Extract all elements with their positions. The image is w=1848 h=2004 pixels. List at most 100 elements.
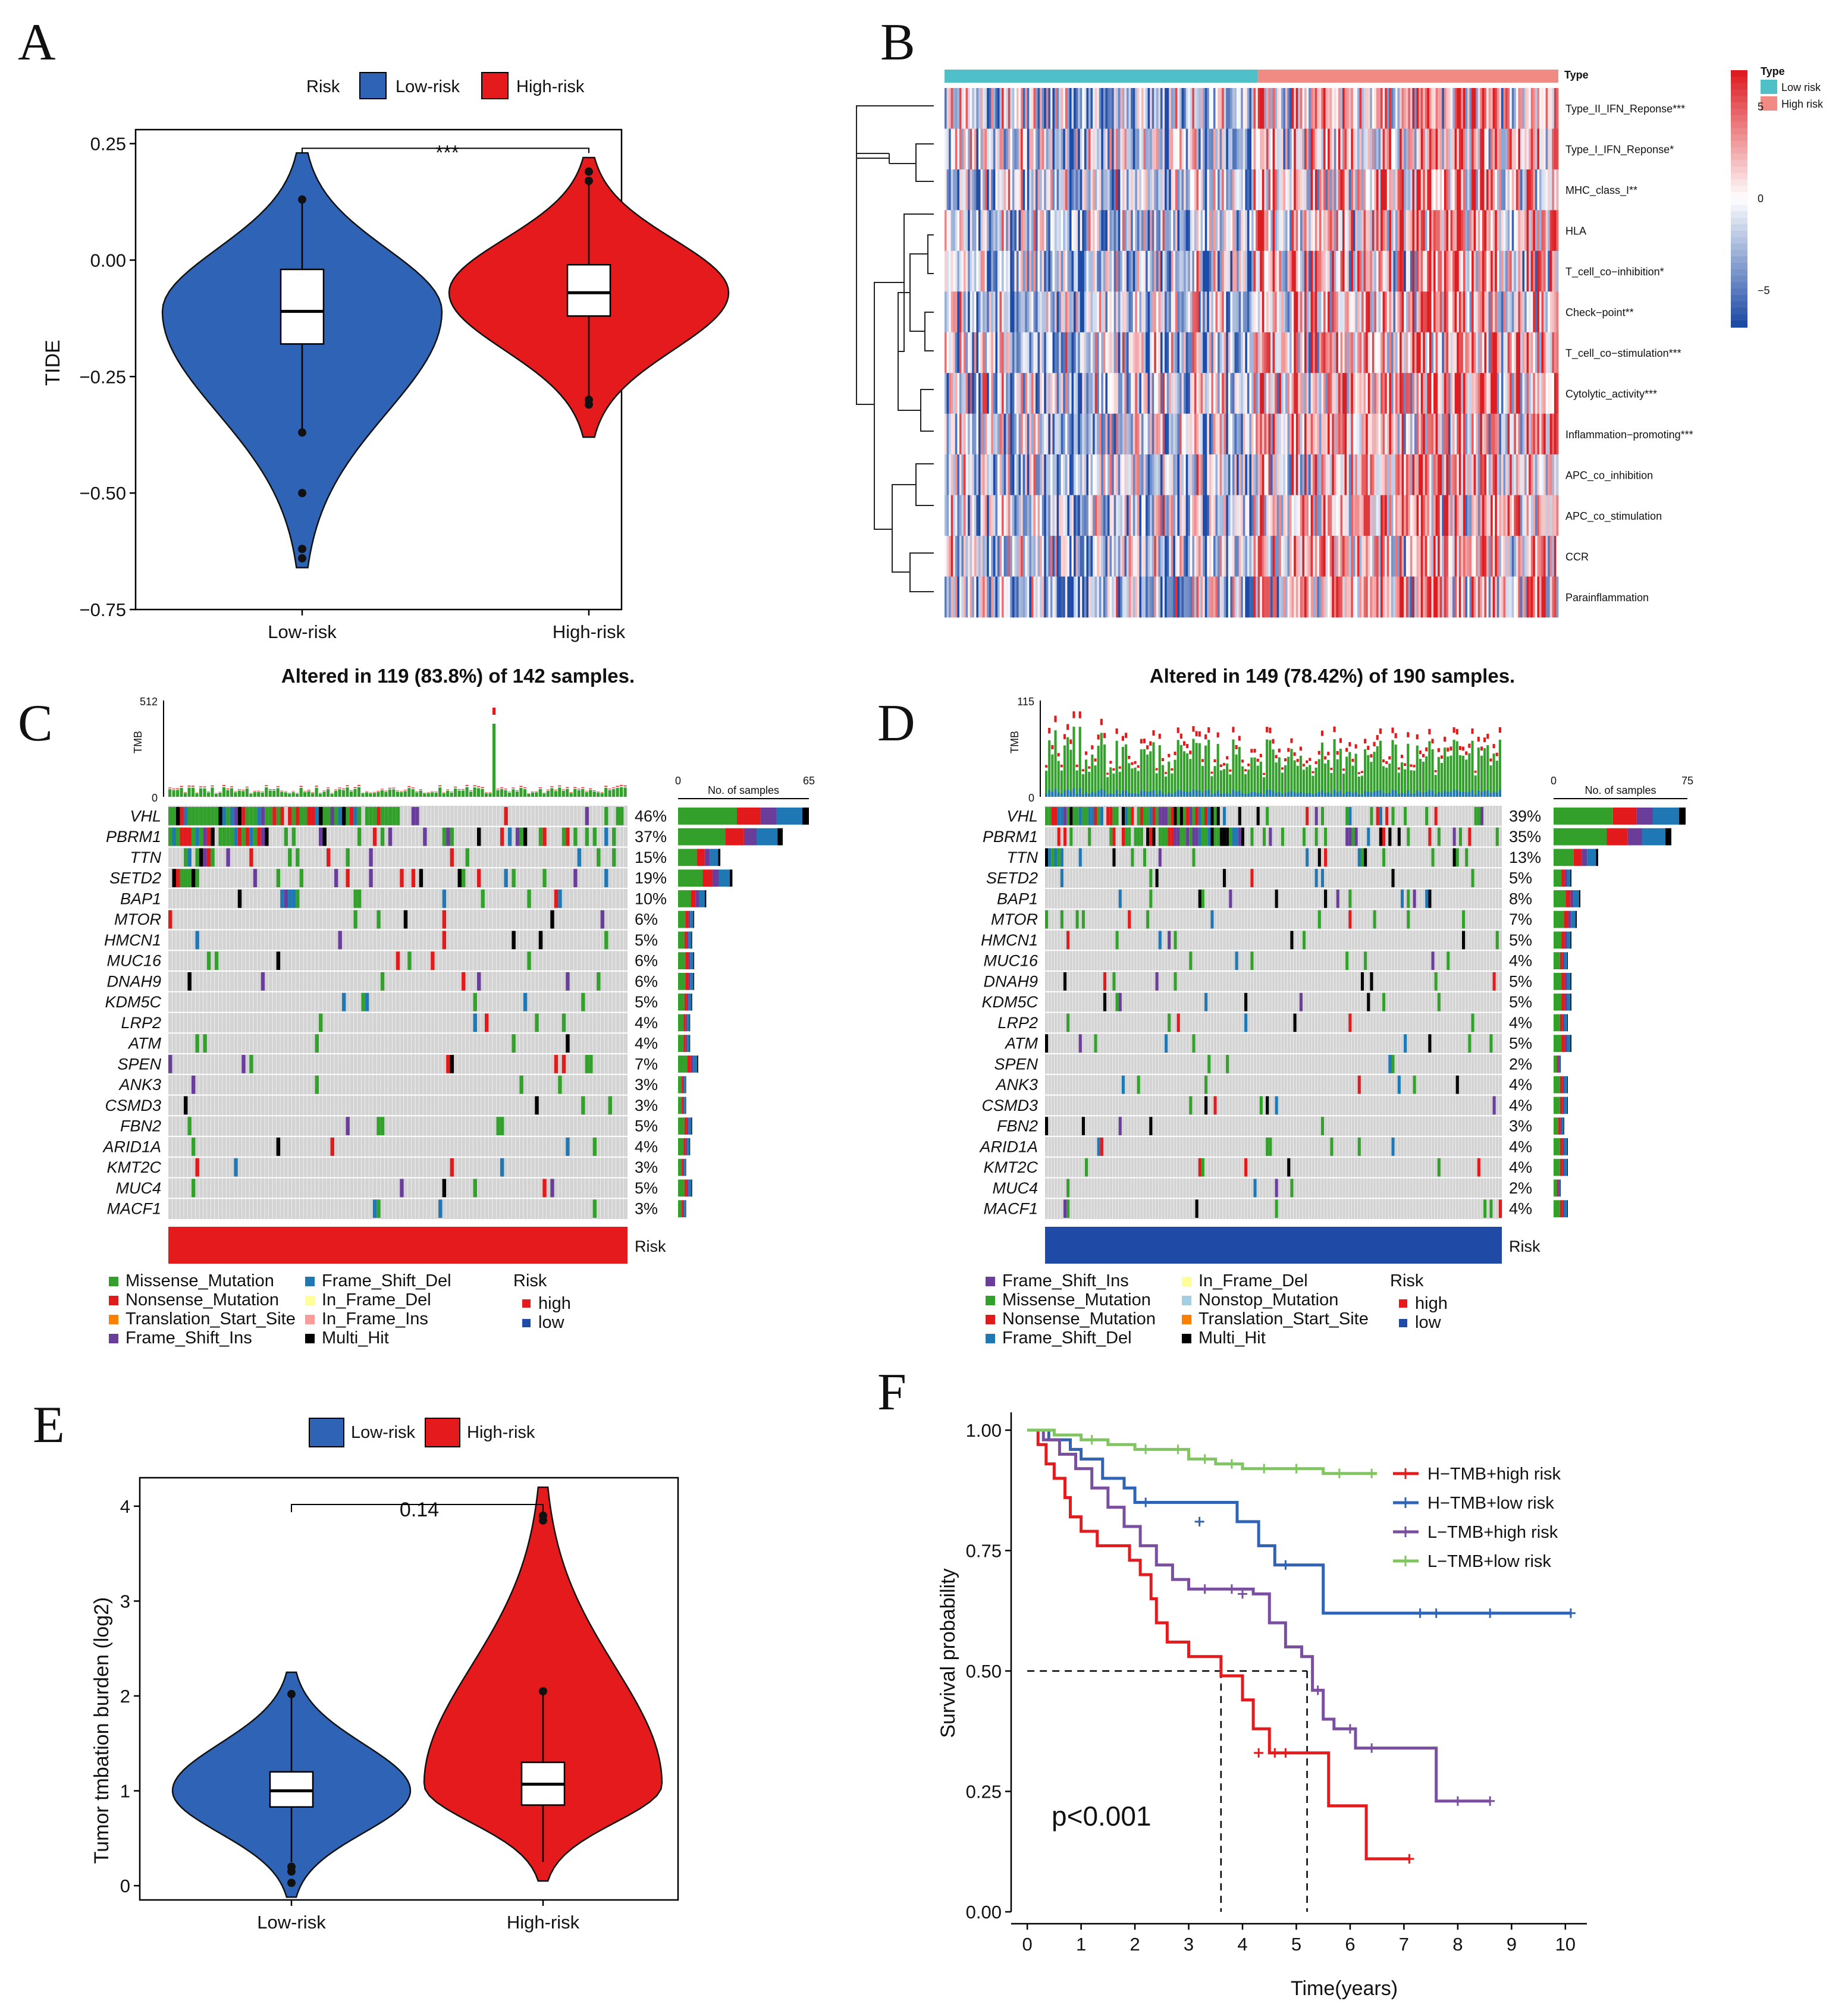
c-tmb-bar xyxy=(407,788,411,797)
d-tmb-bar xyxy=(1216,732,1219,738)
heatmap-cell xyxy=(1118,210,1121,252)
heatmap-cell xyxy=(1476,373,1479,414)
c-mut-cell xyxy=(604,869,608,887)
heatmap-cell xyxy=(1031,332,1034,373)
heatmap-cell xyxy=(1166,413,1169,455)
heatmap-cell xyxy=(1275,250,1278,292)
heatmap-cell xyxy=(1213,373,1216,414)
heatmap-cell xyxy=(1488,332,1491,373)
heatmap-cell xyxy=(1444,128,1447,170)
heatmap-cell xyxy=(1535,250,1538,292)
heatmap-cell xyxy=(1454,210,1457,252)
heatmap-cell xyxy=(1165,250,1168,292)
c-mut-cell xyxy=(191,1138,196,1156)
heatmap-cell xyxy=(1222,169,1225,211)
heatmap-cell xyxy=(1431,332,1434,373)
c-tmb-bar xyxy=(465,785,469,786)
heatmap-cell xyxy=(1395,413,1398,455)
heatmap-cell xyxy=(1374,413,1377,455)
heatmap-cell xyxy=(1309,128,1312,170)
heatmap-cell xyxy=(1295,128,1298,170)
c-mut-cell xyxy=(566,972,570,991)
heatmap-cell xyxy=(1304,576,1307,618)
heatmap-cell xyxy=(1112,373,1115,414)
heatmap-cell xyxy=(1363,413,1366,455)
heatmap-cell xyxy=(1304,454,1307,496)
heatmap-cell xyxy=(1056,250,1059,292)
heatmap-cell xyxy=(1069,536,1072,577)
heatmap-cell xyxy=(1302,373,1305,414)
heatmap-cell xyxy=(1526,128,1529,170)
heatmap-cell xyxy=(1241,332,1244,373)
heatmap-cell xyxy=(1037,128,1040,170)
heatmap-cell xyxy=(1272,332,1275,373)
heatmap-cell xyxy=(1395,210,1398,252)
heatmap-cell xyxy=(1285,332,1288,373)
heatmap-cell xyxy=(1491,169,1494,211)
heatmap-cell xyxy=(961,88,964,129)
heatmap-cell xyxy=(1008,536,1011,577)
heatmap-cell xyxy=(1374,291,1377,333)
heatmap-cell xyxy=(965,210,968,252)
heatmap-cell xyxy=(1132,536,1135,577)
heatmap-cell xyxy=(1122,373,1125,414)
c-mut-cell xyxy=(372,807,377,825)
heatmap-scale-cell xyxy=(1731,256,1747,263)
heatmap-cell xyxy=(1412,373,1415,414)
heatmap-cell xyxy=(1074,250,1077,292)
heatmap-cell xyxy=(1016,576,1019,618)
heatmap-cell xyxy=(1204,88,1207,129)
c-risk-legend-high-swatch xyxy=(522,1299,531,1308)
c-tmb-bar xyxy=(388,787,391,789)
heatmap-cell xyxy=(1048,454,1051,496)
heatmap-cell xyxy=(1325,250,1328,292)
heatmap-cell xyxy=(1118,332,1121,373)
heatmap-cell xyxy=(999,169,1002,211)
heatmap-cell xyxy=(1397,413,1400,455)
c-tmb-bar xyxy=(558,785,561,787)
heatmap-cell xyxy=(1141,291,1144,333)
heatmap-cell xyxy=(1025,413,1028,455)
heatmap-cell xyxy=(1192,495,1195,536)
heatmap-scale-cell xyxy=(1731,307,1747,315)
heatmap-cell xyxy=(1416,495,1419,536)
heatmap-cell xyxy=(1554,576,1557,618)
heatmap-cell xyxy=(1132,373,1135,414)
heatmap-cell xyxy=(970,413,972,455)
heatmap-cell xyxy=(1241,128,1244,170)
d-tmb-bar xyxy=(1216,790,1219,797)
heatmap-cell xyxy=(1165,495,1168,536)
heatmap-cell xyxy=(1061,250,1063,292)
heatmap-cell xyxy=(1078,128,1081,170)
c-mut-cell xyxy=(288,890,292,908)
d-tmb-bar xyxy=(1103,790,1106,797)
heatmap-cell xyxy=(1530,128,1533,170)
heatmap-cell xyxy=(1029,495,1032,536)
heatmap-cell xyxy=(1275,536,1278,577)
heatmap-cell xyxy=(1404,88,1407,129)
heatmap-cell xyxy=(1160,576,1163,618)
heatmap-cell xyxy=(1448,495,1451,536)
c-tmb-bar xyxy=(249,793,253,797)
c-gene-label: SETD2 xyxy=(109,869,161,887)
heatmap-cell xyxy=(1414,454,1417,496)
heatmap-cell xyxy=(1135,373,1138,414)
c-mut-cell xyxy=(349,807,354,825)
d-tmb-bar xyxy=(1256,765,1259,797)
heatmap-cell xyxy=(1543,332,1546,373)
heatmap-cell xyxy=(1549,169,1552,211)
heatmap-cell xyxy=(1457,454,1460,496)
heatmap-cell xyxy=(1127,373,1129,414)
heatmap-cell xyxy=(1152,250,1154,292)
heatmap-cell xyxy=(1543,373,1546,414)
heatmap-cell xyxy=(1376,88,1379,129)
heatmap-cell xyxy=(1355,332,1358,373)
heatmap-cell xyxy=(1353,495,1356,536)
heatmap-cell xyxy=(1283,373,1286,414)
heatmap-cell xyxy=(1295,210,1298,252)
heatmap-cell xyxy=(1031,454,1034,496)
heatmap-cell xyxy=(1448,536,1451,577)
d-tmb-bar xyxy=(1232,790,1235,797)
heatmap-cell xyxy=(1099,250,1102,292)
heatmap-cell xyxy=(1207,332,1210,373)
